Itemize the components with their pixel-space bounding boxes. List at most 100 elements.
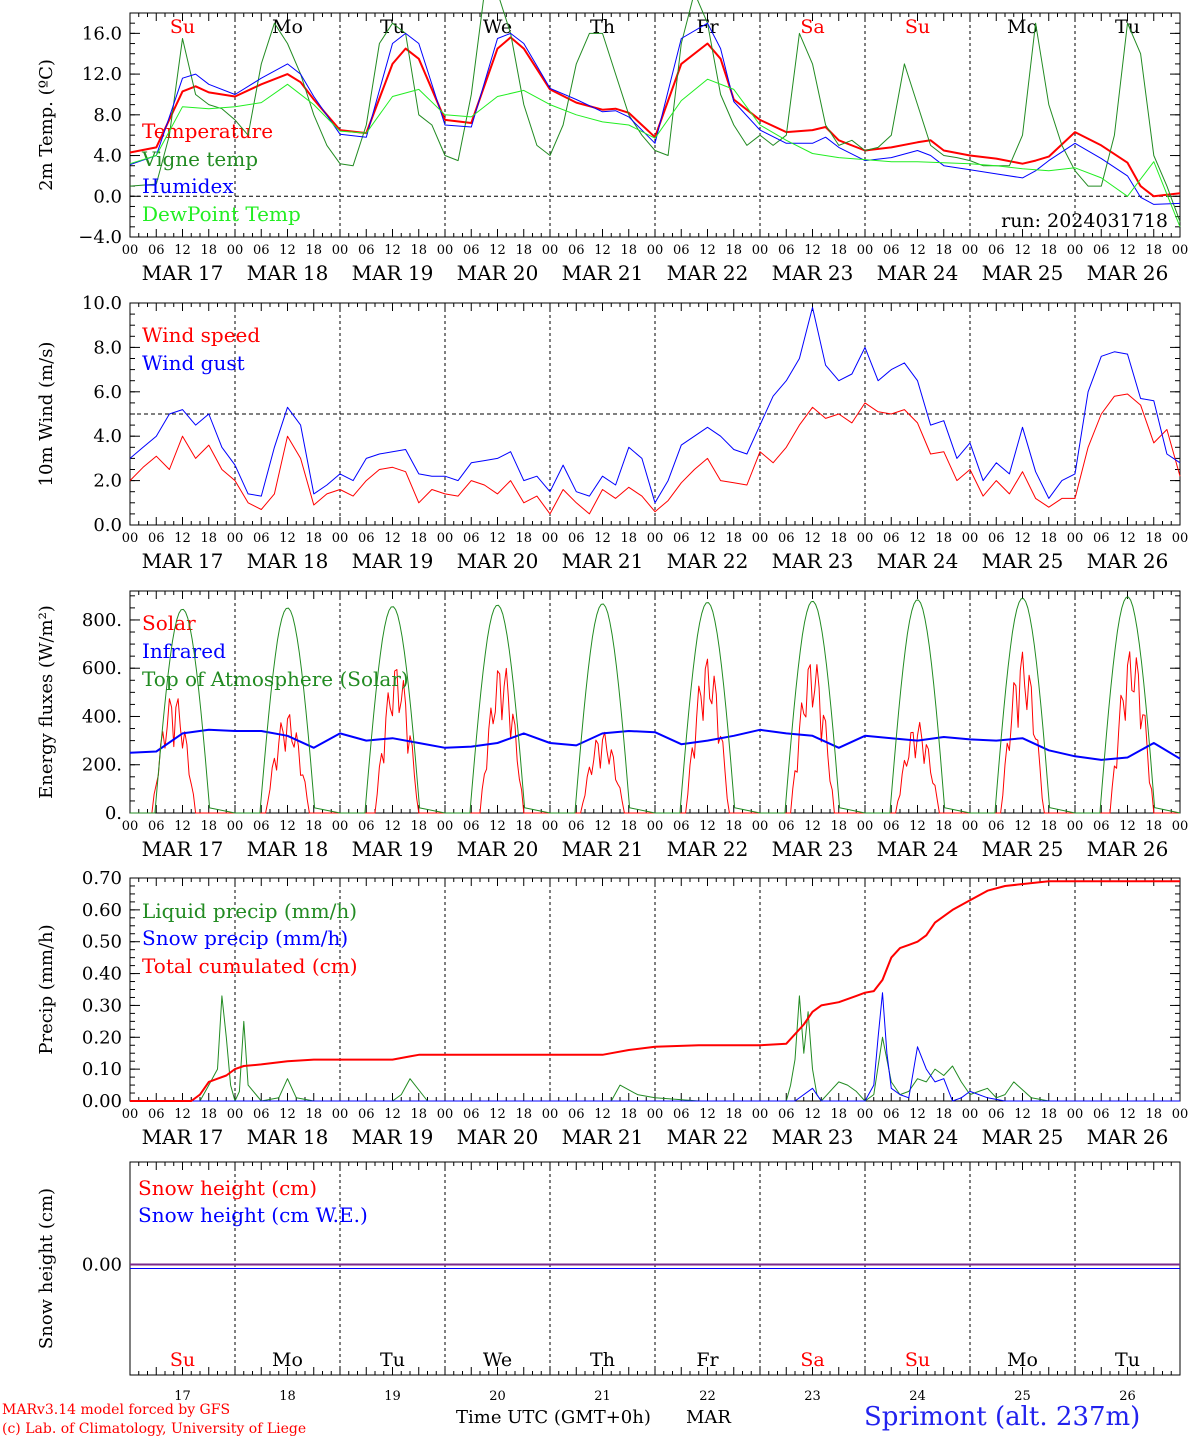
hour-tick-label: 12 (594, 243, 611, 258)
weekday-label: Su (170, 16, 195, 38)
hour-tick-label: 18 (515, 531, 532, 546)
x-axis-month: MAR (686, 1407, 731, 1428)
hour-tick-label: 00 (122, 1107, 139, 1122)
hour-tick-label: 18 (200, 819, 217, 834)
date-label: MAR 20 (457, 549, 539, 573)
y-tick-label: 4.0 (93, 426, 122, 447)
series-line-wind-gust (129, 306, 1181, 504)
hour-tick-label: 06 (253, 531, 270, 546)
hour-tick-label: 18 (305, 819, 322, 834)
date-label: MAR 17 (142, 837, 224, 861)
hour-tick-label: 18 (830, 819, 847, 834)
hour-tick-label: 06 (253, 1107, 270, 1122)
hour-tick-label: 00 (332, 531, 349, 546)
hour-tick-label: 06 (148, 243, 165, 258)
hour-tick-label: 18 (1040, 243, 1057, 258)
hour-tick-label: 06 (568, 1107, 585, 1122)
date-label: MAR 19 (352, 261, 434, 285)
hour-tick-label: 00 (1172, 1107, 1189, 1122)
date-label: MAR 19 (352, 837, 434, 861)
hour-tick-label: 00 (437, 531, 454, 546)
hour-tick-label: 12 (1119, 1107, 1136, 1122)
legend-entry: Temperature (142, 119, 273, 143)
date-label: MAR 17 (142, 549, 224, 573)
hour-tick-label: 12 (174, 243, 191, 258)
hour-tick-label: 12 (384, 243, 401, 258)
y-axis-title: 10m Wind (m/s) (36, 342, 57, 487)
hour-tick-label: 06 (568, 819, 585, 834)
date-label: MAR 18 (247, 261, 329, 285)
date-label: MAR 23 (772, 549, 854, 573)
date-label: MAR 18 (247, 1125, 329, 1149)
date-label: MAR 19 (352, 1125, 434, 1149)
hour-tick-label: 06 (568, 243, 585, 258)
hour-tick-label: 12 (804, 531, 821, 546)
y-tick-label: 0.20 (82, 1027, 122, 1048)
date-label: MAR 24 (877, 1125, 959, 1149)
hour-tick-label: 06 (988, 819, 1005, 834)
hour-tick-label: 12 (804, 1107, 821, 1122)
hour-tick-label: 18 (620, 819, 637, 834)
date-label: MAR 20 (457, 837, 539, 861)
date-label: MAR 26 (1087, 1125, 1169, 1149)
legend-entry: Infrared (142, 639, 226, 663)
hour-tick-label: 18 (1145, 1107, 1162, 1122)
hour-tick-label: 00 (1067, 819, 1084, 834)
hour-tick-label: 18 (1145, 243, 1162, 258)
hour-tick-label: 00 (1172, 243, 1189, 258)
hour-tick-label: 06 (1093, 243, 1110, 258)
hour-tick-label: 18 (935, 1107, 952, 1122)
hour-tick-label: 06 (253, 819, 270, 834)
hour-tick-label: 06 (1093, 531, 1110, 546)
y-tick-label: −4.0 (78, 227, 122, 248)
hour-tick-label: 00 (647, 243, 664, 258)
legend-entry: Wind speed (142, 323, 260, 347)
date-label: MAR 24 (877, 837, 959, 861)
hour-tick-label: 12 (804, 243, 821, 258)
hour-tick-label: 00 (857, 243, 874, 258)
weekday-label: Mo (1007, 1349, 1038, 1371)
series-line-infrared (129, 728, 1181, 761)
hour-tick-label: 06 (883, 1107, 900, 1122)
weekday-label: Mo (272, 16, 303, 38)
hour-tick-label: 12 (384, 819, 401, 834)
hour-tick-label: 06 (673, 1107, 690, 1122)
legend-entry: Total cumulated (cm) (142, 954, 358, 978)
hour-tick-label: 18 (515, 819, 532, 834)
hour-tick-label: 18 (935, 243, 952, 258)
legend-entry: DewPoint Temp (142, 202, 301, 226)
hour-tick-label: 18 (935, 819, 952, 834)
y-tick-label: 0.30 (82, 995, 122, 1016)
lab-credit: (c) Lab. of Climatology, University of L… (2, 1421, 307, 1437)
hour-tick-label: 18 (410, 531, 427, 546)
hour-tick-label: 00 (857, 819, 874, 834)
hour-tick-label: 00 (962, 531, 979, 546)
hour-tick-label: 00 (962, 819, 979, 834)
weekday-label: Sa (800, 1349, 824, 1371)
day-number-label: 24 (909, 1389, 926, 1404)
run-label: run: 2024031718 (1001, 210, 1168, 232)
date-label: MAR 25 (982, 1125, 1064, 1149)
y-tick-label: 2.0 (93, 471, 122, 492)
hour-tick-label: 06 (568, 531, 585, 546)
hour-tick-label: 12 (699, 819, 716, 834)
series-line-humidex (129, 22, 1181, 205)
day-number-label: 23 (804, 1389, 821, 1404)
y-axis-title: Energy fluxes (W/m²) (36, 605, 57, 799)
hour-tick-label: 00 (1172, 531, 1189, 546)
hour-tick-label: 06 (358, 243, 375, 258)
y-tick-label: 0.60 (82, 900, 122, 921)
hour-tick-label: 00 (122, 243, 139, 258)
hour-tick-label: 18 (830, 1107, 847, 1122)
date-label: MAR 19 (352, 549, 434, 573)
date-label: MAR 23 (772, 261, 854, 285)
hour-tick-label: 00 (122, 531, 139, 546)
hour-tick-label: 18 (410, 243, 427, 258)
hour-tick-label: 06 (358, 819, 375, 834)
hour-tick-label: 12 (1119, 531, 1136, 546)
y-tick-label: 4.0 (93, 146, 122, 167)
date-label: MAR 26 (1087, 549, 1169, 573)
y-tick-label: 8.0 (93, 337, 122, 358)
hour-tick-label: 18 (830, 243, 847, 258)
